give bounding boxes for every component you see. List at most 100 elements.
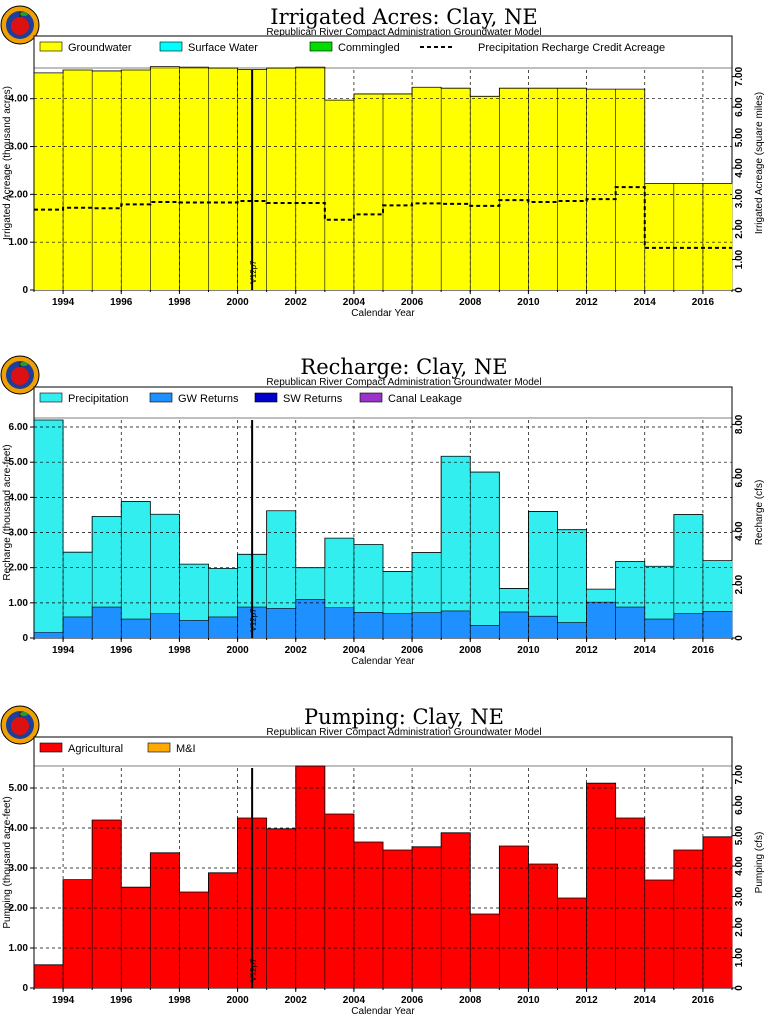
bar-agricultural-2003: [324, 814, 355, 988]
bar-gw-returns-2001: [266, 608, 297, 638]
apple-icon: [11, 717, 29, 735]
bar-groundwater-2007: [441, 88, 471, 290]
x-tick-2008: 2008: [459, 297, 482, 308]
bar-outline: [33, 765, 732, 988]
apple-icon: [11, 367, 29, 385]
chart-title: Irrigated Acres: Clay, NE: [270, 5, 537, 29]
x-tick-2008: 2008: [459, 995, 482, 1006]
bar-precipitation-2003: [324, 538, 355, 608]
x-axis-label: Calendar Year: [351, 656, 415, 667]
bar-agricultural-2005: [383, 850, 413, 988]
bar-groundwater-2009: [499, 88, 529, 290]
bar-agricultural-2004: [353, 842, 384, 988]
bar-precipitation-2013: [615, 561, 646, 608]
y-tick-0: 0: [22, 285, 28, 296]
legend-label-1: M&I: [176, 743, 196, 755]
y2-axis-label: Recharge (cfs): [754, 480, 765, 546]
bar-precipitation-2009: [499, 588, 529, 612]
bar-groundwater-2003: [324, 100, 355, 290]
y2-tick-2: 2.00: [734, 219, 745, 239]
y2-axis-label: Pumping (cfs): [754, 832, 765, 894]
bar-agricultural-1998: [179, 892, 209, 988]
bar-gw-returns-2004: [353, 612, 384, 638]
y2-tick-0: 0: [734, 287, 745, 293]
bar-precipitation-1993: [34, 420, 64, 633]
x-axis-label: Calendar Year: [351, 308, 415, 319]
legend-label-1: Surface Water: [188, 42, 258, 54]
bar-gw-returns-2015: [673, 613, 704, 638]
bar-gw-returns-1999: [208, 616, 238, 638]
apple-stem-icon: [19, 362, 21, 367]
bar-gw-returns-1997: [150, 613, 180, 638]
x-tick-2002: 2002: [285, 995, 308, 1006]
y2-tick-1: 2.00: [734, 574, 745, 594]
bar-precipitation-2008: [470, 472, 500, 626]
bar-agricultural-2015: [673, 850, 704, 988]
bar-agricultural-2007: [441, 832, 471, 988]
bar-gw-returns-2011: [557, 622, 587, 638]
bar-gw-returns-2009: [499, 611, 529, 638]
x-tick-1998: 1998: [168, 297, 191, 308]
y-tick-0: 0: [22, 983, 28, 994]
x-tick-2016: 2016: [692, 995, 715, 1006]
bar-precipitation-1994: [63, 552, 93, 617]
bar-precipitation-1999: [208, 568, 238, 617]
y-tick-5: 5.00: [9, 783, 29, 794]
bar-agricultural-2001: [266, 828, 297, 988]
bar-outline: [33, 419, 732, 638]
y2-tick-7: 7.00: [734, 66, 745, 86]
y-tick-6: 6.00: [9, 422, 29, 433]
y2-axis-label: Irrigated Acreage (square miles): [754, 92, 765, 234]
legend-label-0: Agricultural: [68, 743, 123, 755]
bar-groundwater-2016: [702, 183, 733, 290]
chart-title: Recharge: Clay, NE: [300, 355, 507, 379]
bar-agricultural-1999: [208, 872, 238, 988]
y-tick-0: 0: [22, 633, 28, 644]
bar-precipitation-2007: [441, 456, 471, 611]
x-tick-2000: 2000: [226, 995, 249, 1006]
y2-tick-1: 1.00: [734, 249, 745, 269]
x-tick-2012: 2012: [575, 645, 598, 656]
bar-gw-returns-1994: [63, 616, 93, 638]
x-tick-2016: 2016: [692, 645, 715, 656]
x-tick-1996: 1996: [110, 645, 133, 656]
bar-precipitation-2006: [412, 552, 442, 613]
bar-groundwater-1993: [34, 72, 64, 290]
y2-tick-2: 4.00: [734, 521, 745, 541]
x-tick-2010: 2010: [517, 297, 540, 308]
bar-gw-returns-1993: [34, 632, 64, 638]
x-tick-2016: 2016: [692, 297, 715, 308]
bar-precipitation-2002: [295, 567, 326, 600]
bar-agricultural-1995: [92, 820, 122, 988]
legend-label-1: GW Returns: [178, 393, 239, 405]
bar-precipitation-2015: [673, 514, 704, 614]
x-tick-2006: 2006: [401, 995, 424, 1006]
bar-groundwater-1995: [92, 70, 122, 291]
bar-groundwater-2013: [615, 89, 646, 290]
legend-swatch-2: [309, 41, 333, 52]
y-tick-4: 4.00: [9, 823, 29, 834]
chart-subtitle: Republican River Compact Administration …: [266, 727, 541, 738]
legend-swatch-1: [147, 742, 171, 753]
x-tick-2000: 2000: [226, 297, 249, 308]
legend-label-3: Canal Leakage: [388, 393, 462, 405]
bar-gw-returns-2016: [702, 611, 733, 638]
bar-gw-returns-2008: [470, 625, 500, 638]
bar-groundwater-2011: [557, 88, 587, 290]
bar-groundwater-2014: [644, 183, 675, 290]
bar-gw-returns-2013: [615, 607, 646, 638]
bar-agricultural-2013: [615, 818, 646, 988]
bar-agricultural-2016: [702, 836, 733, 988]
y-tick-3: 3.00: [9, 142, 29, 153]
y2-tick-0: 0: [734, 985, 745, 991]
y2-tick-4: 4.00: [734, 856, 745, 876]
bar-precipitation-2010: [528, 511, 558, 617]
y2-tick-6: 6.00: [734, 795, 745, 815]
bar-agricultural-1993: [34, 964, 64, 988]
apple-stem-icon: [19, 712, 21, 717]
precip-credit-line: [34, 186, 732, 249]
y2-tick-1: 1.00: [734, 947, 745, 967]
y-tick-5: 5.00: [9, 457, 29, 468]
y-axis-label: Recharge (thousand acre-feet): [2, 444, 13, 580]
bar-agricultural-2002: [295, 766, 326, 988]
